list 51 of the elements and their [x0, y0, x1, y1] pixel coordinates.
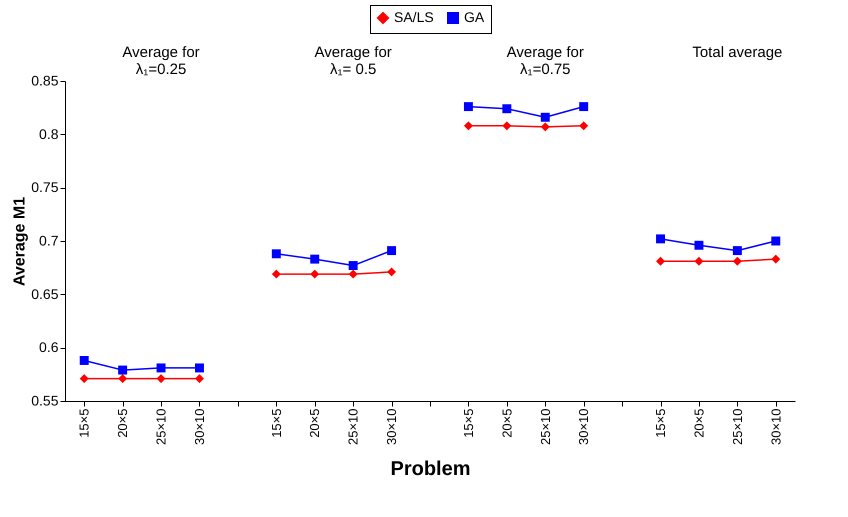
x-tick-label: 20×5 [115, 408, 130, 438]
point [771, 254, 780, 264]
point [80, 356, 89, 365]
point [156, 374, 166, 384]
legend-label: GA [464, 9, 485, 25]
text: Average for λ₁= 0.5 [314, 44, 392, 78]
x-tick-label: 25×10 [730, 408, 745, 446]
text: Total average [692, 44, 782, 61]
y-tick-label: 0.85 [31, 72, 59, 88]
x-tick-label: 25×10 [346, 408, 361, 446]
x-tick-label: 30×10 [192, 408, 207, 446]
point [118, 366, 128, 375]
y-tick-label: 0.8 [39, 126, 59, 142]
x-tick-label: 30×10 [768, 408, 784, 446]
text: Average for λ₁=0.75 [506, 44, 584, 78]
point [540, 122, 550, 132]
x-tick-label: 15×5 [653, 408, 668, 438]
x-tick-label: 20×5 [499, 408, 514, 438]
point [694, 256, 704, 266]
point [118, 374, 128, 384]
text: Average for λ₁=0.25 [122, 44, 200, 78]
x-tick-label: 15×5 [76, 408, 92, 438]
point [348, 270, 358, 279]
y-tick-label: 0.7 [39, 232, 59, 248]
point [310, 270, 320, 279]
y-tick-label: 0.65 [31, 286, 59, 302]
x-tick-label: 20×5 [307, 408, 322, 438]
point [579, 121, 588, 130]
point [732, 256, 742, 266]
x-tick-label: 25×10 [154, 408, 169, 446]
x-tick-label: 15×5 [460, 408, 476, 438]
point [502, 121, 512, 130]
x-tick-label: 20×5 [691, 408, 706, 438]
x-axis-title: Problem [390, 458, 471, 480]
point [387, 267, 396, 276]
point [156, 363, 166, 372]
legend-label: SA/LS [394, 9, 434, 25]
x-tick-label: 30×10 [576, 408, 592, 446]
x-tick-label: 25×10 [538, 408, 553, 446]
y-tick-label: 0.75 [31, 179, 59, 196]
point [80, 374, 89, 384]
point [195, 363, 204, 372]
x-tick-label: 30×10 [384, 408, 400, 446]
y-tick-label: 0.6 [39, 339, 59, 356]
x-tick-label: 15×5 [268, 408, 284, 438]
point [464, 121, 473, 130]
y-tick-label: 0.55 [31, 392, 59, 408]
y-axis-title: Average M1 [11, 196, 28, 286]
point [272, 270, 281, 279]
point [195, 374, 204, 384]
point [656, 256, 665, 266]
